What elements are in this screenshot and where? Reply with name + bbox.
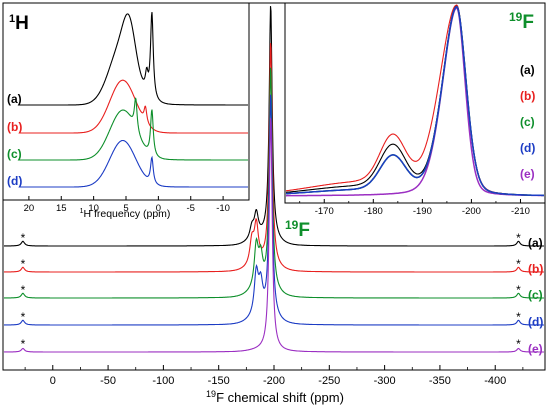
main-sideband-asterisk: * (516, 231, 521, 245)
inset-1h-trace-c (19, 97, 248, 161)
main-sideband-asterisk: * (21, 231, 26, 245)
inset-19f: -170 -180 -190 -200 -210 (a) (b) (c) (d) (e) 19F (284, 2, 546, 217)
main-x-tick-label: -100 (152, 375, 174, 387)
inset-1h-x-axis-ticks: 20 15 10 5 0 -5 -10 (24, 196, 230, 214)
inset-1h-x-tick-label: -10 (216, 203, 230, 214)
main-trace-label-a: (a) (528, 236, 543, 250)
main-x-axis-label: 19F chemical shift (ppm) (206, 389, 344, 405)
inset-1h-x-tick-label: 10 (88, 203, 99, 214)
inset-1h: 20 15 10 5 0 -5 -10 (a) (b) (c) (d) 1H 1H frequen… (2, 2, 250, 220)
main-sideband-asterisk: * (21, 310, 26, 324)
main-nucleus-label: 19F (285, 218, 310, 241)
main-sideband-asterisk: * (21, 337, 26, 351)
inset-19f-trace-d (286, 5, 544, 197)
inset-19f-legend-e: (e) (520, 167, 535, 181)
inset-1h-trace-label-c: (c) (7, 147, 22, 161)
inset-19f-legend-d: (d) (520, 141, 535, 155)
main-x-tick-label: -400 (484, 375, 506, 387)
inset-1h-x-tick-label: 20 (24, 203, 35, 214)
main-sideband-asterisk: * (21, 283, 26, 297)
inset-1h-x-tick-label: 5 (123, 203, 128, 214)
spinning-sideband-markers: * * * * * * * * * * (21, 231, 522, 351)
inset-1h-x-axis-label: 1H frequency (ppm) (80, 208, 171, 220)
main-trace-label-d: (d) (528, 315, 543, 329)
inset-1h-trace-label-b: (b) (7, 120, 22, 134)
main-trace-label-c: (c) (528, 288, 543, 302)
main-sideband-asterisk: * (516, 337, 521, 351)
main-sideband-asterisk: * (516, 283, 521, 297)
main-x-tick-label: -200 (263, 375, 285, 387)
inset-1h-nucleus-label: 1H (9, 13, 29, 34)
inset-1h-trace-a (19, 12, 248, 106)
main-trace-label-e: (e) (528, 342, 543, 356)
inset-1h-trace-label-a: (a) (7, 92, 22, 106)
inset-1h-spectra (19, 12, 248, 188)
main-trace-e (3, 118, 544, 353)
inset-1h-frame (2, 2, 250, 201)
inset-1h-trace-d (19, 139, 248, 188)
main-trace-a (4, 6, 544, 247)
main-trace-label-b: (b) (528, 262, 543, 276)
inset-19f-spectra (285, 4, 544, 197)
inset-19f-x-tick-label: -180 (364, 206, 383, 217)
main-trace-c (4, 67, 544, 299)
main-spectra (3, 6, 544, 353)
main-x-axis-ticks: 0 -50 -100 -150 -200 -250 -300 -350 -400 (24, 365, 524, 387)
inset-19f-legend: (a) (b) (c) (d) (e) (520, 63, 535, 181)
inset-19f-x-tick-label: -200 (462, 206, 481, 217)
inset-19f-x-axis-ticks: -170 -180 -190 -200 -210 (299, 199, 546, 217)
main-x-tick-label: -50 (100, 375, 116, 387)
inset-19f-legend-a: (a) (520, 63, 535, 77)
main-trace-labels: (a) (b) (c) (d) (e) (528, 236, 543, 356)
inset-19f-frame (284, 2, 546, 204)
main-sideband-asterisk: * (21, 257, 26, 271)
inset-1h-x-tick-label: -5 (187, 203, 195, 214)
main-x-tick-label: -150 (208, 375, 230, 387)
inset-19f-x-tick-label: -210 (511, 206, 530, 217)
main-x-tick-label: -250 (318, 375, 340, 387)
main-trace-d (4, 94, 544, 326)
inset-19f-legend-c: (c) (520, 115, 535, 129)
inset-1h-trace-b (19, 79, 248, 134)
inset-1h-x-tick-label: 15 (56, 203, 67, 214)
main-x-tick-label: -350 (429, 375, 451, 387)
main-trace-b (4, 43, 544, 273)
main-x-tick-label: -300 (374, 375, 396, 387)
inset-1h-trace-labels: (a) (b) (c) (d) (7, 92, 22, 188)
main-x-tick-label: 0 (50, 375, 56, 387)
inset-19f-x-tick-label: -190 (413, 206, 432, 217)
inset-1h-trace-label-d: (d) (7, 174, 22, 188)
main-sideband-asterisk: * (516, 310, 521, 324)
inset-19f-legend-b: (b) (520, 89, 535, 103)
inset-19f-nucleus-label: 19F (509, 10, 534, 33)
main-sideband-asterisk: * (516, 257, 521, 271)
inset-1h-x-tick-label: 0 (156, 203, 161, 214)
inset-19f-x-tick-label: -170 (315, 206, 334, 217)
